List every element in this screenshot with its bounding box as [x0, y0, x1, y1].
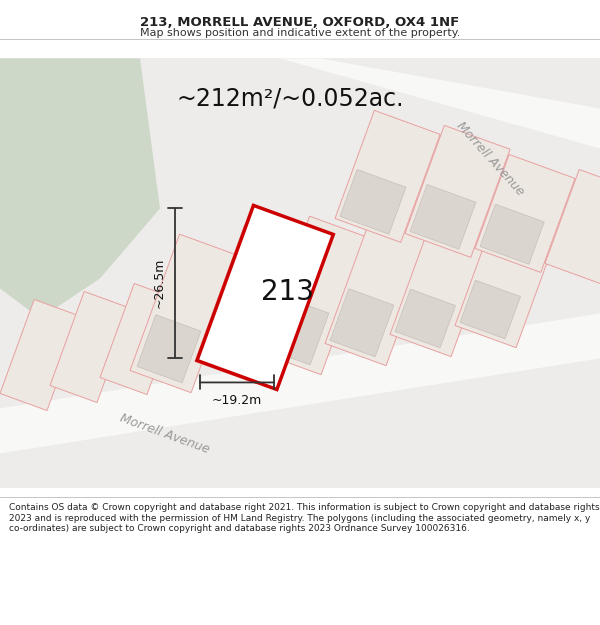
Text: Map shows position and indicative extent of the property.: Map shows position and indicative extent… — [140, 28, 460, 38]
Polygon shape — [195, 225, 305, 384]
Polygon shape — [455, 208, 559, 348]
Polygon shape — [50, 291, 131, 402]
Polygon shape — [260, 216, 371, 374]
Polygon shape — [100, 284, 181, 394]
Polygon shape — [0, 58, 160, 318]
Text: ~212m²/~0.052ac.: ~212m²/~0.052ac. — [176, 86, 404, 111]
Polygon shape — [130, 234, 241, 392]
Text: Morrell Avenue: Morrell Avenue — [118, 411, 212, 456]
Polygon shape — [410, 184, 476, 249]
Polygon shape — [390, 217, 494, 357]
Polygon shape — [480, 204, 544, 264]
Polygon shape — [475, 154, 575, 272]
Polygon shape — [265, 297, 329, 365]
Polygon shape — [0, 299, 81, 411]
Text: 213: 213 — [260, 279, 314, 306]
Polygon shape — [335, 111, 440, 242]
Polygon shape — [280, 58, 600, 148]
Polygon shape — [325, 207, 436, 366]
Polygon shape — [460, 280, 520, 339]
Text: ~19.2m: ~19.2m — [212, 394, 262, 407]
Polygon shape — [545, 169, 600, 284]
Text: ~26.5m: ~26.5m — [152, 258, 166, 308]
Polygon shape — [340, 169, 406, 234]
Polygon shape — [395, 289, 455, 348]
Polygon shape — [197, 206, 334, 389]
Polygon shape — [137, 315, 201, 383]
Polygon shape — [330, 289, 394, 357]
Polygon shape — [0, 58, 600, 489]
Polygon shape — [0, 314, 600, 453]
Text: 213, MORRELL AVENUE, OXFORD, OX4 1NF: 213, MORRELL AVENUE, OXFORD, OX4 1NF — [140, 16, 460, 29]
Polygon shape — [405, 126, 510, 258]
Text: Morrell Avenue: Morrell Avenue — [454, 119, 526, 198]
Text: Contains OS data © Crown copyright and database right 2021. This information is : Contains OS data © Crown copyright and d… — [9, 503, 599, 533]
